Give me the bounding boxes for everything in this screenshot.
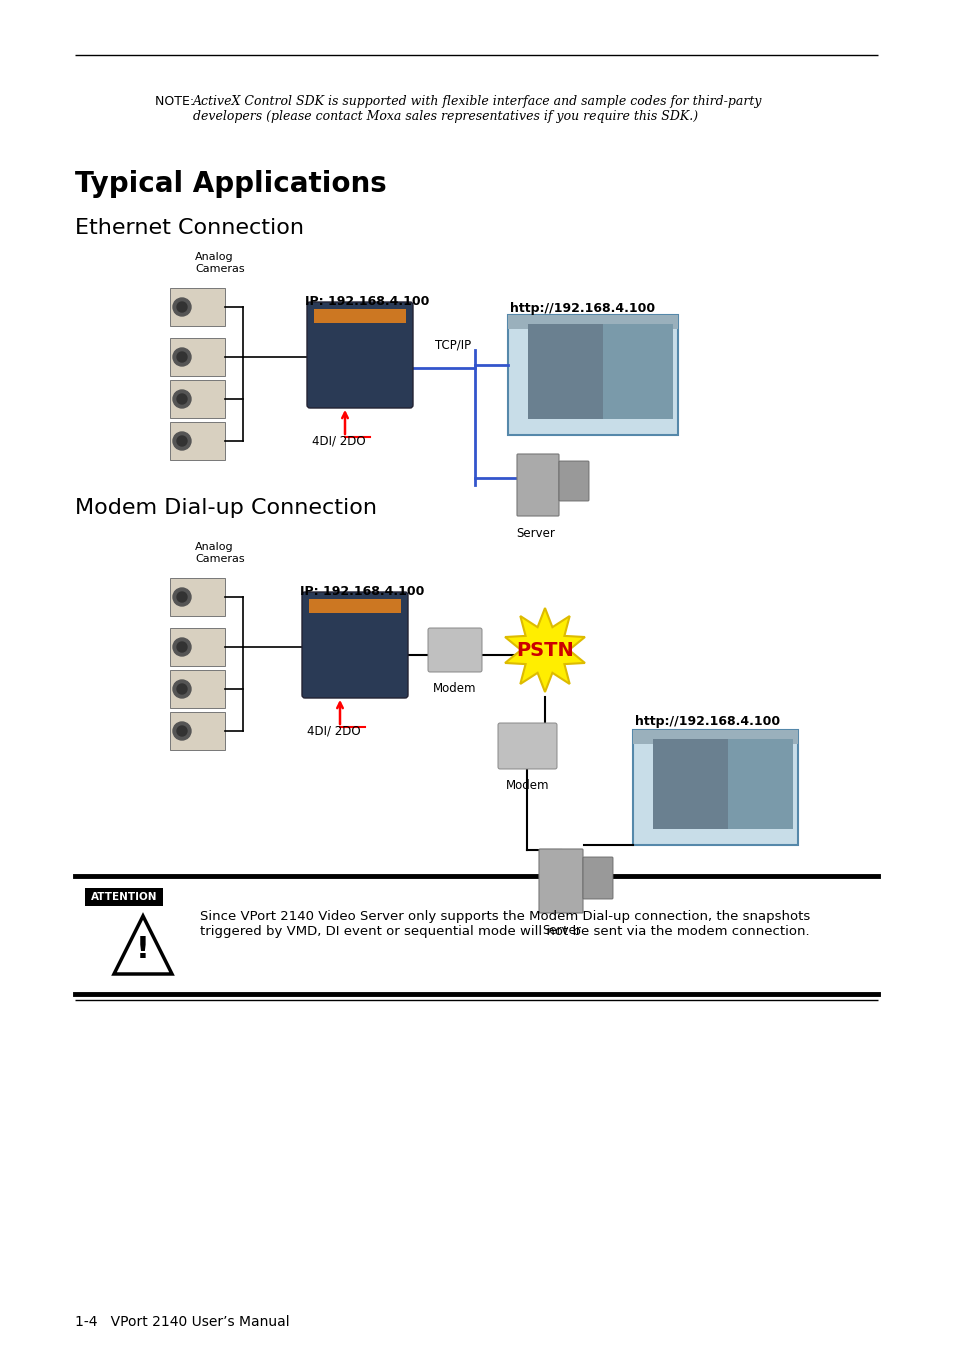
Text: 4DI/ 2DO: 4DI/ 2DO: [312, 435, 365, 449]
Circle shape: [177, 353, 187, 362]
Text: Since VPort 2140 Video Server only supports the Modem Dial-up connection, the sn: Since VPort 2140 Video Server only suppo…: [200, 911, 809, 938]
Bar: [170, 380, 225, 417]
Text: PSTN: PSTN: [516, 640, 574, 659]
Text: http://192.168.4.100: http://192.168.4.100: [635, 715, 780, 728]
Text: Analog
Cameras: Analog Cameras: [194, 253, 244, 274]
Bar: [727, 739, 792, 830]
Text: Modem: Modem: [433, 682, 476, 694]
Bar: [170, 422, 225, 459]
Bar: [170, 578, 225, 616]
Text: 1-4   VPort 2140 User’s Manual: 1-4 VPort 2140 User’s Manual: [75, 1315, 290, 1329]
Text: Server: Server: [516, 527, 555, 540]
Text: Modem Dial-up Connection: Modem Dial-up Connection: [75, 499, 376, 517]
Circle shape: [172, 680, 191, 698]
Circle shape: [172, 638, 191, 657]
Circle shape: [177, 642, 187, 653]
Circle shape: [172, 299, 191, 316]
Text: Modem: Modem: [505, 780, 549, 792]
Text: 4DI/ 2DO: 4DI/ 2DO: [307, 725, 360, 738]
Text: !: !: [136, 935, 150, 965]
Bar: [633, 730, 797, 844]
Text: ATTENTION: ATTENTION: [91, 892, 157, 902]
FancyBboxPatch shape: [497, 723, 557, 769]
Bar: [507, 315, 678, 330]
Circle shape: [177, 592, 187, 603]
Text: Typical Applications: Typical Applications: [75, 170, 386, 199]
Bar: [314, 309, 406, 323]
Text: IP: 192.168.4.100: IP: 192.168.4.100: [299, 585, 424, 598]
Circle shape: [177, 436, 187, 446]
Bar: [170, 712, 225, 750]
Text: TCP/IP: TCP/IP: [435, 338, 471, 351]
Circle shape: [177, 303, 187, 312]
Text: ActiveX Control SDK is supported with flexible interface and sample codes for th: ActiveX Control SDK is supported with fl…: [193, 95, 761, 123]
Bar: [170, 670, 225, 708]
Text: Server: Server: [542, 924, 580, 938]
Circle shape: [172, 588, 191, 607]
Circle shape: [172, 721, 191, 740]
FancyBboxPatch shape: [307, 303, 413, 408]
Bar: [527, 324, 667, 419]
Polygon shape: [113, 916, 172, 974]
FancyBboxPatch shape: [582, 857, 613, 898]
Bar: [170, 628, 225, 666]
Polygon shape: [504, 608, 584, 692]
Circle shape: [172, 349, 191, 366]
Circle shape: [177, 684, 187, 694]
Circle shape: [172, 390, 191, 408]
Text: Analog
Cameras: Analog Cameras: [194, 542, 244, 563]
Bar: [85, 888, 163, 907]
Circle shape: [172, 432, 191, 450]
FancyBboxPatch shape: [558, 461, 588, 501]
Text: http://192.168.4.100: http://192.168.4.100: [510, 303, 655, 315]
Bar: [633, 730, 797, 744]
Text: IP: 192.168.4.100: IP: 192.168.4.100: [305, 295, 429, 308]
Text: NOTE:: NOTE:: [154, 95, 198, 108]
FancyBboxPatch shape: [538, 848, 582, 913]
Bar: [507, 315, 678, 435]
Circle shape: [177, 394, 187, 404]
Bar: [602, 324, 672, 419]
Circle shape: [177, 725, 187, 736]
Text: Ethernet Connection: Ethernet Connection: [75, 218, 304, 238]
Bar: [170, 288, 225, 326]
FancyBboxPatch shape: [302, 592, 408, 698]
FancyBboxPatch shape: [428, 628, 481, 671]
Bar: [170, 338, 225, 376]
FancyBboxPatch shape: [517, 454, 558, 516]
Bar: [309, 598, 400, 613]
Bar: [652, 739, 787, 830]
